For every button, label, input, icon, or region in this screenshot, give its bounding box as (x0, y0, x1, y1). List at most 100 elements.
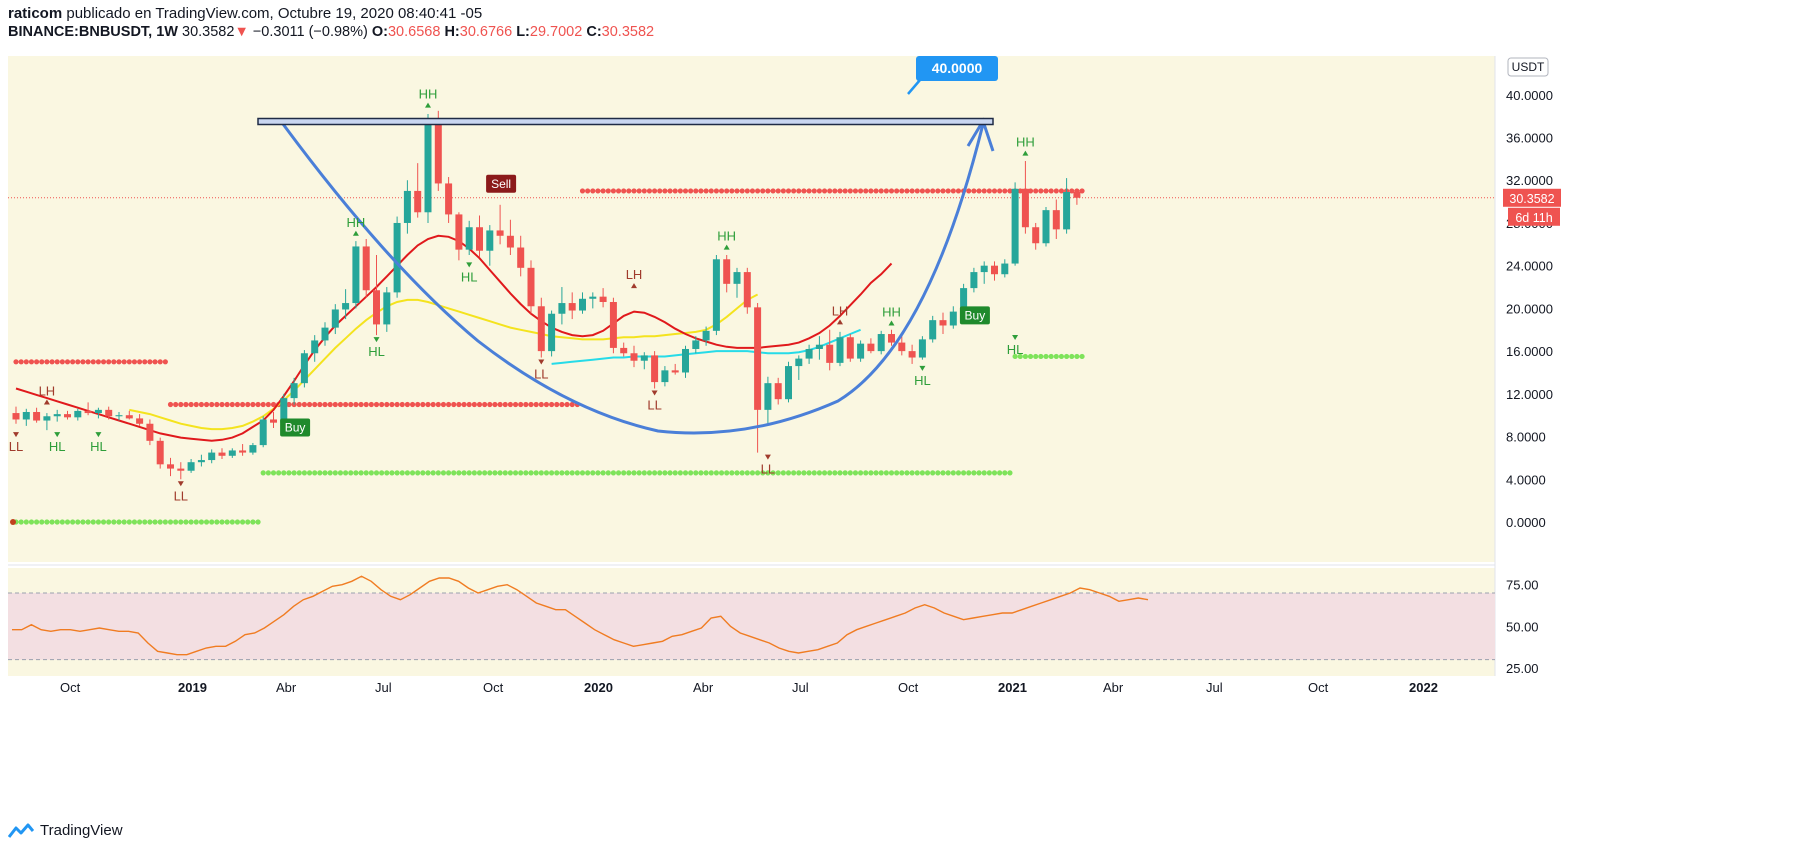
candle-body (311, 340, 319, 354)
candle-body (105, 409, 113, 417)
x-tick-label: 2019 (178, 680, 207, 695)
candle-body (321, 327, 329, 341)
signal-dot (224, 519, 230, 525)
resistance-box (257, 117, 994, 126)
signal-dot (971, 188, 977, 194)
swing-label-top: HH (717, 229, 736, 244)
candle-body (1001, 263, 1009, 275)
marker-up-icon (1022, 150, 1029, 156)
signal-dot (852, 470, 859, 476)
low-label: L: (516, 24, 530, 40)
signal-dot (878, 470, 884, 476)
signal-dot (39, 519, 45, 525)
y-tick-label: 16.0000 (1506, 344, 1553, 359)
signal-dot (1002, 188, 1008, 194)
signal-dot (492, 401, 498, 408)
signal-dot (512, 470, 519, 476)
signal-dot (883, 188, 889, 194)
signal-dot (152, 359, 158, 365)
x-tick-label: Abr (1103, 680, 1124, 695)
signal-dot (281, 470, 287, 476)
candle-body (527, 267, 535, 307)
signal-dot (832, 188, 838, 194)
signal-dot (816, 188, 823, 194)
symbol-line: BINANCE:BNBUSDT, 1W 30.3582▼ −0.3011 (−0… (8, 23, 1798, 42)
signal-dot (219, 519, 225, 525)
candle-body (980, 265, 988, 273)
candle-body (846, 337, 854, 359)
signal-dot (1043, 353, 1049, 360)
signal-dot (899, 188, 905, 194)
signal-dot (724, 188, 730, 194)
swing-label-top: HH (882, 304, 901, 319)
symbol-label[interactable]: BINANCE:BNBUSDT, 1W (8, 24, 178, 40)
candle-body (362, 246, 370, 291)
signal-dot (59, 359, 65, 365)
signal-dot (260, 470, 266, 476)
signal-dot (332, 470, 338, 476)
signal-dot (734, 470, 740, 476)
signal-dot (621, 188, 627, 194)
x-tick-label: Abr (276, 680, 297, 695)
candle-body (177, 468, 185, 471)
signal-dot (837, 188, 843, 194)
signal-dot (688, 470, 694, 476)
signal-dot (219, 401, 225, 408)
signal-dot (173, 401, 179, 408)
signal-dot (894, 188, 900, 194)
signal-dot (167, 519, 174, 525)
signal-dot (543, 401, 550, 408)
candle-body (970, 272, 978, 289)
signal-dot (343, 470, 349, 476)
candle-body (187, 462, 195, 471)
last-price-tag-label: 30.3582 (1509, 192, 1554, 206)
chart-svg[interactable]: 0.0000 4.0000 8.0000 12.0000 16.0000 20.0000 2… (8, 56, 1795, 811)
signal-dot (538, 401, 544, 408)
signal-dot (482, 401, 488, 408)
candle-body (743, 272, 751, 308)
candle-body (620, 347, 628, 354)
signal-dot (713, 188, 720, 194)
candle-body (465, 227, 473, 250)
swing-label-top: LH (39, 384, 56, 399)
signal-dot (1064, 353, 1070, 360)
signal-dot (23, 359, 29, 365)
signal-dot (955, 188, 962, 194)
signal-dot (693, 470, 699, 476)
x-tick-label: Jul (1206, 680, 1223, 695)
signal-dot (497, 470, 503, 476)
chart-area[interactable]: 0.0000 4.0000 8.0000 12.0000 16.0000 20.0000 2… (8, 56, 1795, 811)
signal-dot (1069, 353, 1075, 360)
candle-body (671, 370, 679, 373)
signal-dot (626, 188, 632, 194)
marker-up-icon (43, 399, 50, 405)
signal-dot (1048, 353, 1054, 360)
signal-dot (806, 470, 812, 476)
author-name[interactable]: raticom (8, 5, 63, 22)
signal-dot (1053, 353, 1059, 360)
signal-dot (106, 359, 112, 365)
signal-dot (631, 188, 637, 194)
candle-body (733, 272, 741, 284)
signal-dot (394, 470, 400, 476)
swing-label-bottom: HL (914, 373, 931, 388)
signal-dot (770, 188, 776, 194)
candle-body (486, 230, 494, 251)
signal-dot (780, 188, 786, 194)
signal-dot (471, 401, 477, 408)
signal-dot (791, 188, 797, 194)
signal-dot (203, 401, 210, 408)
signal-dot (847, 470, 853, 476)
start-dot (10, 519, 16, 525)
candle-body (434, 121, 442, 184)
signal-dot (1033, 353, 1039, 360)
tradingview-logo[interactable]: TradingView (8, 822, 123, 839)
signal-dot (991, 188, 998, 194)
candle-body (857, 343, 865, 359)
signal-dot (49, 359, 55, 365)
signal-dot (842, 188, 848, 194)
signal-dot (816, 470, 823, 476)
candle-body (331, 309, 339, 328)
candle-body (270, 419, 277, 423)
swing-label-top: HH (1016, 135, 1035, 150)
